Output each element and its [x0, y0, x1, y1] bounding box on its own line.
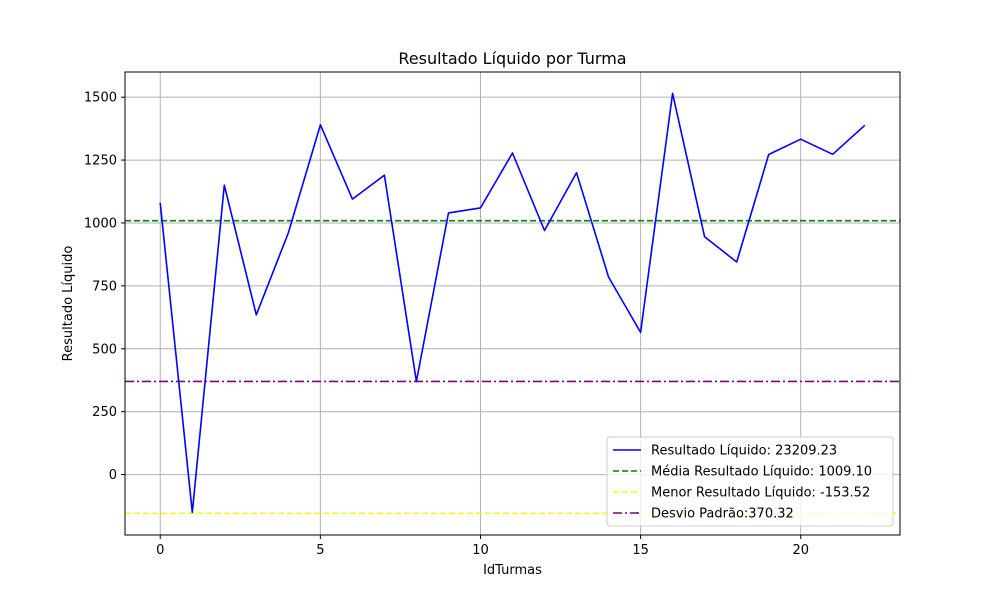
legend-label: Menor Resultado Líquido: -153.52 — [651, 486, 870, 501]
y-tick-label: 250 — [92, 405, 117, 420]
y-axis-ticks: 0 250 500 750 1000 1250 1500 — [84, 91, 125, 483]
y-tick-label: 1000 — [84, 216, 117, 231]
series-line — [159, 92, 866, 514]
y-tick-label: 0 — [109, 468, 117, 483]
legend-label: Média Resultado Líquido: 1009.10 — [651, 465, 872, 480]
y-tick-label: 500 — [92, 342, 117, 357]
y-axis-label: Resultado Líquido — [61, 246, 76, 362]
legend-label: Desvio Padrão:370.32 — [651, 507, 794, 522]
x-tick-label: 0 — [156, 543, 164, 558]
x-tick-label: 10 — [472, 543, 489, 558]
y-tick-label: 1250 — [84, 154, 117, 169]
x-tick-label: 5 — [316, 543, 324, 558]
chart-title: Resultado Líquido por Turma — [398, 49, 626, 68]
x-axis-label: IdTurmas — [483, 563, 542, 578]
legend-label: Resultado Líquido: 23209.23 — [651, 444, 837, 459]
legend-box — [606, 436, 894, 527]
y-tick-label: 1500 — [84, 91, 117, 106]
reference-lines — [125, 219, 900, 515]
x-tick-label: 15 — [632, 543, 649, 558]
plot-frame — [124, 71, 901, 536]
legend: Resultado Líquido: 23209.23 Média Resulta… — [606, 436, 894, 527]
x-tick-label: 20 — [792, 543, 809, 558]
y-tick-label: 750 — [92, 279, 117, 294]
x-axis-ticks: 0 5 10 15 20 — [156, 535, 809, 558]
data-series — [159, 92, 866, 514]
grid-lines — [125, 72, 900, 535]
